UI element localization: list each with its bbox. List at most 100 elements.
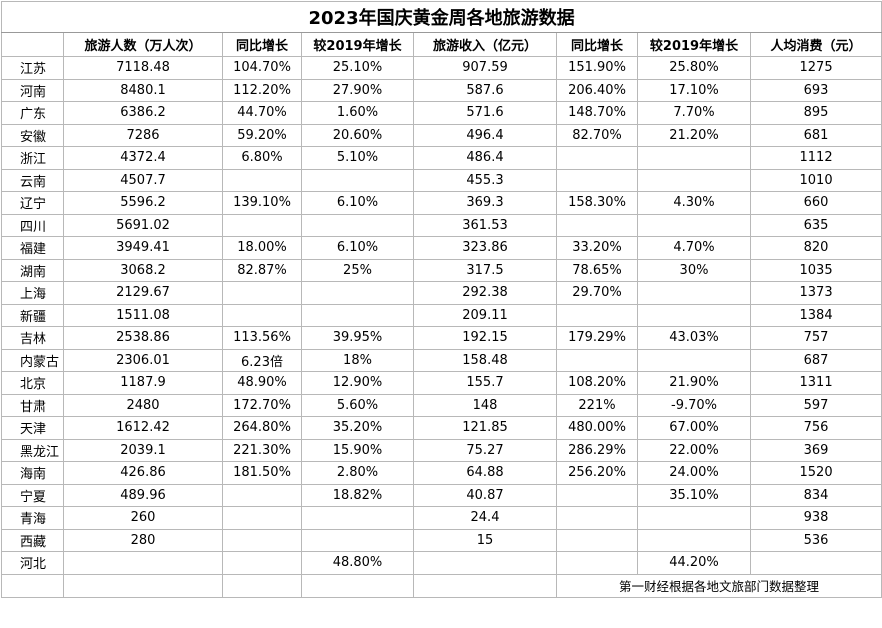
data-row: 甘肃 2480 172.70% 5.60% 148 221% -9.70% 597: [1, 393, 882, 417]
province-cell: 辽宁: [1, 191, 64, 215]
value-cell: 108.20%: [556, 371, 638, 395]
data-row: 青海 260 24.4 938: [1, 506, 882, 530]
value-cell: 5691.02: [63, 213, 223, 237]
value-cell: 8480.1: [63, 78, 223, 102]
value-cell: 5596.2: [63, 191, 223, 215]
value-cell: 4.70%: [637, 236, 751, 260]
header-cell: [1, 32, 64, 57]
header-cell: 同比增长: [222, 32, 302, 57]
value-cell: [222, 213, 302, 237]
value-cell: [556, 168, 638, 192]
value-cell: [301, 528, 414, 552]
value-cell: 30%: [637, 258, 751, 282]
value-cell: 25.80%: [637, 56, 751, 80]
header-cell: 旅游收入（亿元）: [413, 32, 557, 57]
value-cell: 1.60%: [301, 101, 414, 125]
header-cell: 较2019年增长: [637, 32, 751, 57]
value-cell: 48.90%: [222, 371, 302, 395]
province-cell: 新疆: [1, 303, 64, 327]
value-cell: 148.70%: [556, 101, 638, 125]
value-cell: 20.60%: [301, 123, 414, 147]
value-cell: 17.10%: [637, 78, 751, 102]
data-row: 浙江 4372.4 6.80% 5.10% 486.4 1112: [1, 146, 882, 170]
value-cell: -9.70%: [637, 393, 751, 417]
data-row: 河北 48.80% 44.20%: [1, 551, 882, 575]
value-cell: 44.20%: [637, 551, 751, 575]
data-row: 安徽 7286 59.20% 20.60% 496.4 82.70% 21.20% 681: [1, 123, 882, 147]
value-cell: 2.80%: [301, 461, 414, 485]
value-cell: [556, 483, 638, 507]
value-cell: 2480: [63, 393, 223, 417]
value-cell: 24.00%: [637, 461, 751, 485]
value-cell: 757: [749, 326, 882, 350]
value-cell: [222, 168, 302, 192]
value-cell: 4.30%: [637, 191, 751, 215]
value-cell: 179.29%: [556, 326, 638, 350]
province-cell: 河南: [1, 78, 64, 102]
province-cell: 黑龙江: [1, 438, 64, 462]
value-cell: [637, 348, 751, 372]
empty-cell: [1, 573, 64, 598]
value-cell: 25%: [301, 258, 414, 282]
value-cell: 82.70%: [556, 123, 638, 147]
value-cell: [222, 551, 302, 575]
value-cell: 256.20%: [556, 461, 638, 485]
value-cell: 2538.86: [63, 326, 223, 350]
value-cell: [637, 506, 751, 530]
data-row: 宁夏 489.96 18.82% 40.87 35.10% 834: [1, 483, 882, 507]
source-row: 第一财经根据各地文旅部门数据整理: [1, 573, 882, 598]
value-cell: 112.20%: [222, 78, 302, 102]
province-cell: 天津: [1, 416, 64, 440]
data-row: 西藏 280 15 536: [1, 528, 882, 552]
value-cell: [222, 528, 302, 552]
header-cell: 同比增长: [556, 32, 638, 57]
data-row: 上海 2129.67 292.38 29.70% 1373: [1, 281, 882, 305]
value-cell: 292.38: [413, 281, 557, 305]
province-cell: 湖南: [1, 258, 64, 282]
value-cell: 1112: [749, 146, 882, 170]
value-cell: 536: [749, 528, 882, 552]
value-cell: [222, 506, 302, 530]
value-cell: 361.53: [413, 213, 557, 237]
empty-cell: [301, 573, 414, 598]
value-cell: 1275: [749, 56, 882, 80]
value-cell: [301, 281, 414, 305]
value-cell: [637, 213, 751, 237]
value-cell: 35.10%: [637, 483, 751, 507]
province-cell: 安徽: [1, 123, 64, 147]
province-cell: 上海: [1, 281, 64, 305]
value-cell: 172.70%: [222, 393, 302, 417]
value-cell: 2039.1: [63, 438, 223, 462]
data-row: 四川 5691.02 361.53 635: [1, 213, 882, 237]
value-cell: 6.23倍: [222, 348, 302, 372]
value-cell: 82.87%: [222, 258, 302, 282]
value-cell: [749, 551, 882, 575]
value-cell: 4372.4: [63, 146, 223, 170]
value-cell: 24.4: [413, 506, 557, 530]
value-cell: 3068.2: [63, 258, 223, 282]
value-cell: 4507.7: [63, 168, 223, 192]
value-cell: [637, 168, 751, 192]
data-row: 内蒙古 2306.01 6.23倍 18% 158.48 687: [1, 348, 882, 372]
province-cell: 浙江: [1, 146, 64, 170]
value-cell: [222, 281, 302, 305]
value-cell: 1520: [749, 461, 882, 485]
data-row: 天津 1612.42 264.80% 35.20% 121.85 480.00% 67.00…: [1, 416, 882, 440]
value-cell: [222, 483, 302, 507]
value-cell: 426.86: [63, 461, 223, 485]
value-cell: 820: [749, 236, 882, 260]
value-cell: 25.10%: [301, 56, 414, 80]
value-cell: 369: [749, 438, 882, 462]
value-cell: 39.95%: [301, 326, 414, 350]
value-cell: 6386.2: [63, 101, 223, 125]
header-cell: 人均消费（元）: [749, 32, 882, 57]
province-cell: 四川: [1, 213, 64, 237]
value-cell: 6.10%: [301, 236, 414, 260]
value-cell: 587.6: [413, 78, 557, 102]
value-cell: 158.30%: [556, 191, 638, 215]
data-row: 广东 6386.2 44.70% 1.60% 571.6 148.70% 7.70% 895: [1, 101, 882, 125]
value-cell: 687: [749, 348, 882, 372]
value-cell: 1035: [749, 258, 882, 282]
value-cell: 18%: [301, 348, 414, 372]
header-cell: 旅游人数（万人次）: [63, 32, 223, 57]
